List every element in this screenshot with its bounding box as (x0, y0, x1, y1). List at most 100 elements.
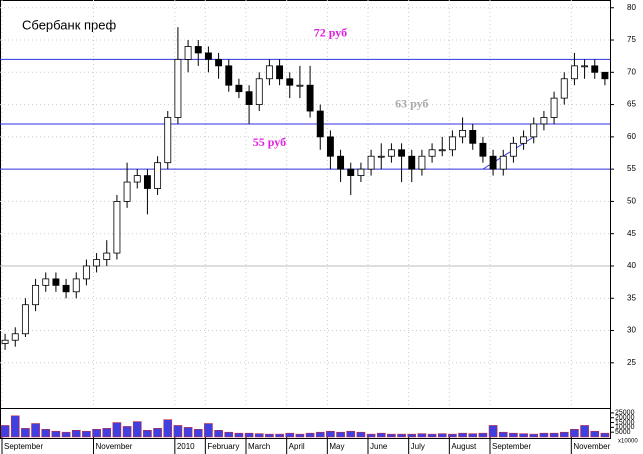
candle-body (296, 84, 304, 87)
volume-bar (51, 430, 61, 438)
candle-body (560, 78, 568, 99)
y-tick-label: 50 (627, 197, 636, 206)
volume-bar (61, 431, 71, 438)
candle-body (225, 65, 233, 86)
x-tick-label: August (451, 442, 477, 451)
candle-body (62, 284, 70, 293)
candle-body (377, 155, 385, 158)
candle-body (204, 52, 212, 60)
candle-body (306, 84, 314, 112)
volume-bar (570, 429, 579, 438)
x-tick-label: May (329, 442, 344, 451)
volume-tick-label: 5000 (615, 429, 631, 436)
volume-bar (315, 431, 325, 438)
candle-body (479, 142, 487, 157)
candle-body (1, 339, 9, 344)
candle-body (93, 259, 101, 267)
candle-body (326, 136, 334, 157)
volume-bar (41, 429, 51, 438)
volume-bar (21, 428, 30, 438)
volume-bar (132, 421, 142, 438)
annotation: 55 руб (253, 135, 286, 149)
candle-body (215, 58, 223, 67)
x-tick-label: February (207, 442, 239, 451)
candle-body (347, 168, 355, 176)
volume-bar (102, 428, 112, 438)
candle-body (72, 278, 80, 293)
candle-body (103, 252, 111, 260)
candle-body (265, 65, 273, 80)
candle-body (550, 97, 558, 118)
y-tick-label: 30 (627, 326, 636, 335)
candle-body (581, 65, 589, 68)
x-tick-label: September (4, 442, 43, 451)
candle-body (133, 175, 141, 183)
candle-body (387, 149, 395, 157)
y-tick-label: 75 (627, 35, 636, 44)
candle-body (276, 65, 284, 80)
y-tick-label: 25 (627, 358, 636, 367)
candle-body (408, 155, 416, 170)
volume-tick-label: 25000 (615, 410, 635, 417)
candle-body (154, 162, 162, 189)
volume-bar (254, 433, 264, 438)
x-tick-label: November (573, 442, 610, 451)
candle-body (509, 142, 517, 157)
candle-body (540, 117, 548, 125)
volume-tick-label: 15000 (615, 419, 635, 426)
volume-bar (549, 432, 559, 438)
candle-body (316, 110, 324, 138)
y-tick-label: 40 (627, 261, 636, 270)
candle-body (123, 181, 131, 202)
volume-bar (193, 429, 203, 438)
candle-body (357, 168, 365, 176)
y-tick-label: 70 (627, 67, 636, 76)
candle-body (489, 155, 497, 170)
candle-body (194, 46, 202, 54)
volume-bar (529, 433, 539, 438)
volume-bar (153, 428, 162, 438)
candle-body (174, 58, 182, 118)
volume-bar (122, 426, 132, 438)
volume-tick-label: 20000 (615, 415, 635, 422)
candle-body (82, 265, 90, 280)
volume-bar (417, 433, 427, 438)
candle-body (21, 304, 29, 335)
volume-bar (234, 432, 244, 438)
volume-bar (336, 431, 345, 438)
volume-bar (590, 430, 600, 438)
x-tick-label: April (289, 442, 305, 451)
volume-bar (295, 433, 305, 438)
volume-bar (427, 433, 437, 438)
y-tick-label: 55 (627, 164, 636, 173)
x-tick-label: 2010 (177, 442, 195, 451)
x-tick-label: June (370, 442, 388, 451)
candle-body (245, 91, 253, 105)
volume-bar (509, 432, 518, 438)
x-tick-label: March (248, 442, 270, 451)
annotation: 72 руб (314, 25, 347, 39)
candle-body (337, 155, 345, 170)
volume-bar (326, 430, 335, 438)
candle-body (469, 130, 477, 144)
volume-bar (214, 430, 223, 438)
volume-bar (10, 415, 20, 438)
volume-bar (397, 433, 406, 438)
volume-bar (183, 427, 193, 438)
volume-bar (478, 432, 488, 438)
volume-bar (346, 430, 356, 438)
volume-bar (305, 432, 315, 438)
volume-bar (92, 429, 101, 438)
volume-bar (437, 433, 447, 438)
volume-bar (539, 432, 549, 438)
candle-body (448, 136, 456, 151)
volume-bar (366, 433, 376, 438)
volume-bar (519, 433, 528, 438)
volume-bar (448, 433, 457, 438)
volume-bar (356, 431, 366, 438)
candle-body (438, 149, 446, 152)
candle-body (591, 65, 599, 73)
candle-body (184, 46, 192, 60)
